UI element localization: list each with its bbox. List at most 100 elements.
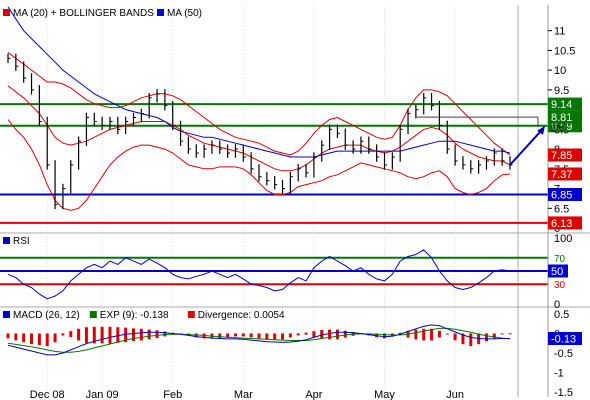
price-tick-label: 9.5 (554, 85, 569, 97)
divergence-bar (218, 333, 222, 339)
legend-label: Divergence: 0.0054 (198, 310, 285, 321)
price-value-label-box (548, 148, 582, 162)
legend-swatch (3, 311, 10, 318)
divergence-bar (265, 333, 269, 340)
divergence-bar (155, 330, 159, 339)
legend-label: MA (20) + BOLLINGER BANDS (13, 8, 154, 19)
x-tick-label: Mar (234, 389, 253, 400)
divergence-bar (61, 333, 65, 336)
x-tick-label: Dec 08 (30, 389, 65, 400)
divergence-bar (100, 326, 104, 344)
level-value-label-box (548, 216, 582, 230)
legend-swatch (3, 237, 10, 244)
divergence-bar (116, 327, 120, 343)
divergence-bar (147, 329, 151, 340)
rsi-tick-label: 100 (554, 233, 572, 245)
divergence-bar (461, 333, 465, 345)
divergence-bar (77, 328, 81, 341)
rsi-level-label: 70 (554, 254, 566, 265)
divergence-bar (445, 333, 449, 335)
legend-label: RSI (13, 236, 30, 247)
price-value-label-box (548, 167, 582, 181)
price-value-label: 7.37 (551, 169, 572, 181)
divergence-bar (437, 330, 441, 338)
divergence-bar (45, 333, 49, 347)
macd-tick-label: -0.5 (554, 348, 573, 360)
value-labels: 9.14 8.59 6.85 6.13 8.81 7.85 7.37 gap 50 -0.13 (548, 97, 582, 346)
divergence-bar (422, 328, 426, 341)
ma50-line (7, 6, 511, 158)
divergence-bar (30, 333, 34, 345)
bollinger-lower-line (7, 119, 511, 211)
price-tick-label: 11 (554, 26, 565, 38)
price-value-label: 8.81 (551, 112, 572, 124)
divergence-bar (139, 328, 143, 341)
ma20-line (7, 85, 511, 172)
divergence-bar (414, 329, 418, 340)
divergence-bar (430, 328, 434, 341)
macd-tick-label: 0.5 (554, 309, 569, 321)
divergence-bar (383, 333, 386, 339)
divergence-bar (273, 333, 277, 340)
divergence-bar (508, 333, 512, 335)
divergence-bar (37, 333, 41, 346)
divergence-bar (202, 333, 206, 339)
bollinger-upper-line (7, 52, 511, 156)
divergence-bar (398, 332, 402, 335)
divergence-bar (69, 331, 73, 337)
divergence-bar (92, 326, 96, 344)
price-tick-label: 10.5 (554, 45, 575, 57)
macd-value-box (548, 332, 582, 346)
x-tick-label: Jun (446, 389, 464, 400)
macd-panel (6, 324, 512, 356)
divergence-bar (453, 333, 457, 341)
divergence-bar (296, 333, 300, 336)
divergence-bar (233, 333, 237, 337)
level-value-label: 6.13 (551, 218, 572, 230)
macd-tick-label: -1 (554, 367, 564, 379)
legend-swatch (89, 311, 97, 318)
x-tick-label: Feb (163, 389, 182, 400)
divergence-bar (500, 333, 504, 335)
divergence-bar (108, 326, 112, 344)
legends: MA (20) + BOLLINGER BANDS MA (50) RSI MACD … (3, 8, 285, 321)
divergence-bar (14, 333, 18, 341)
divergence-bar (22, 333, 26, 343)
macd-line (7, 324, 510, 356)
rsi-line (7, 249, 511, 300)
level-value-label: 8.59 (551, 121, 572, 133)
price-panel (0, 6, 548, 224)
divergence-bar (312, 331, 316, 337)
legend-swatch (187, 311, 195, 318)
price-tick-label: 6.5 (554, 203, 569, 215)
rsi-tick-label: 0 (554, 299, 560, 311)
divergence-bar (132, 328, 135, 342)
divergence-bar (304, 332, 308, 335)
gap-label: gap (551, 122, 566, 132)
gridlines (0, 5, 590, 397)
divergence-bar (484, 333, 488, 342)
level-value-label-box (548, 97, 582, 111)
divergence-bar (249, 333, 253, 338)
divergence-bar (124, 327, 128, 343)
legend-label: MA (50) (167, 8, 202, 19)
price-value-label-box (548, 110, 582, 124)
divergence-bar (257, 333, 261, 339)
rsi-value-label: 50 (551, 266, 563, 278)
level-value-label: 6.85 (551, 189, 572, 201)
legend-label: MACD (26, 12) (13, 310, 80, 321)
target-arrow-line (509, 129, 543, 166)
divergence-bar (492, 333, 496, 339)
divergence-bar (6, 333, 10, 339)
macd-value-label: -0.13 (551, 334, 576, 346)
level-value-label: 9.14 (551, 99, 572, 111)
divergence-bar (328, 329, 332, 340)
divergence-bar (163, 331, 167, 337)
divergence-bar (320, 329, 324, 339)
legend-swatch (157, 9, 164, 16)
divergence-bar (53, 333, 57, 343)
macd-tick-label: -1.5 (554, 387, 573, 399)
target-arrow-head (537, 125, 545, 135)
